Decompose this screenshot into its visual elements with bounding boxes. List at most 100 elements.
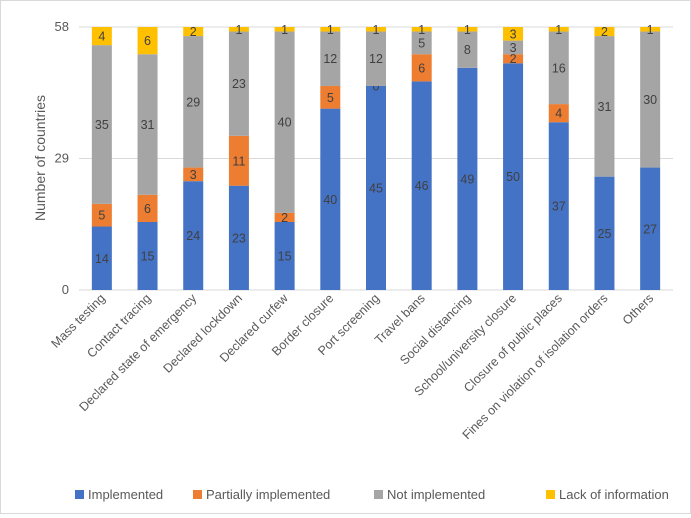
bar-segment xyxy=(640,27,661,32)
data-label: 12 xyxy=(323,52,337,66)
data-label: 50 xyxy=(506,170,520,184)
data-label: 45 xyxy=(369,181,383,195)
data-label: 23 xyxy=(232,231,246,245)
y-axis-ticks: 0 29 58 xyxy=(55,19,69,297)
legend: Implemented Partially implemented Not impl… xyxy=(75,487,669,502)
data-label: 30 xyxy=(643,93,657,107)
bar-segment xyxy=(320,108,341,290)
data-label: 6 xyxy=(144,34,151,48)
bar-segment xyxy=(228,27,249,32)
data-label: 40 xyxy=(278,116,292,130)
data-label: 49 xyxy=(460,172,474,186)
data-label: 15 xyxy=(278,249,292,263)
legend-label: Implemented xyxy=(88,487,163,502)
data-label: 5 xyxy=(98,209,105,223)
legend-item: Implemented xyxy=(75,487,163,502)
bar-segment xyxy=(274,221,295,290)
bar-segment xyxy=(594,27,615,37)
data-label: 12 xyxy=(369,52,383,66)
bar-segment xyxy=(91,226,112,290)
data-label: 2 xyxy=(281,211,288,225)
bar-segment xyxy=(594,36,615,177)
data-label: 5 xyxy=(418,36,425,50)
data-label: 3 xyxy=(510,41,517,55)
data-label: 2 xyxy=(190,25,197,39)
data-label: 11 xyxy=(232,154,245,168)
bar-segment xyxy=(137,27,158,55)
bar-segment xyxy=(183,167,204,182)
bar-segment xyxy=(320,31,341,86)
bar-segment xyxy=(91,203,112,227)
data-label: 2 xyxy=(601,25,608,39)
x-category-label: Declared lockdown xyxy=(160,291,245,376)
bar-segment xyxy=(411,81,432,291)
data-label: 25 xyxy=(598,227,612,241)
legend-swatch xyxy=(75,490,84,499)
bar-segment xyxy=(137,221,158,290)
bar-segment xyxy=(640,31,661,168)
legend-item: Lack of information xyxy=(546,487,669,502)
legend-swatch xyxy=(546,490,555,499)
bar-segment xyxy=(228,31,249,136)
data-label: 37 xyxy=(552,200,566,214)
y-tick-label: 0 xyxy=(62,282,69,297)
data-label: 1 xyxy=(327,23,334,37)
data-label: 23 xyxy=(232,77,246,91)
legend-label: Partially implemented xyxy=(206,487,330,502)
x-category-label: Others xyxy=(620,291,656,327)
data-label: 1 xyxy=(555,23,562,37)
data-label: 35 xyxy=(95,118,109,132)
data-label: 6 xyxy=(144,202,151,216)
bar-segment xyxy=(457,27,478,32)
bar-segment xyxy=(91,27,112,46)
bar-segment xyxy=(548,31,569,105)
bar-segment xyxy=(503,54,524,64)
bars: 1453541563162432922311231152401405121450… xyxy=(91,23,661,291)
bar-segment xyxy=(274,212,295,222)
data-label: 4 xyxy=(555,107,562,121)
data-label: 40 xyxy=(323,193,337,207)
data-label: 31 xyxy=(141,118,155,132)
bar-segment xyxy=(366,31,386,86)
bar-segment xyxy=(594,176,615,290)
data-label: 1 xyxy=(418,23,425,37)
data-label: 1 xyxy=(464,23,471,37)
data-label: 15 xyxy=(141,249,155,263)
bar-segment xyxy=(548,27,569,32)
y-axis-label: Number of countries xyxy=(32,95,48,221)
data-label: 24 xyxy=(186,229,200,243)
bar-segment xyxy=(457,67,478,290)
data-label: 4 xyxy=(98,30,105,44)
bar-segment xyxy=(503,63,524,290)
bar-segment xyxy=(548,122,569,290)
bar-segment xyxy=(137,54,158,195)
data-label: 27 xyxy=(643,222,657,236)
bar-segment xyxy=(411,31,432,55)
data-label: 1 xyxy=(647,23,654,37)
bar-segment xyxy=(137,194,158,222)
data-label: 8 xyxy=(464,43,471,57)
legend-label: Not implemented xyxy=(387,487,485,502)
data-label: 31 xyxy=(598,100,612,114)
data-label: 16 xyxy=(552,61,566,75)
data-label: 5 xyxy=(327,91,334,105)
bar-segment xyxy=(91,45,112,204)
bar-segment xyxy=(274,31,295,213)
bar-segment xyxy=(548,104,569,123)
y-tick-label: 29 xyxy=(55,151,69,166)
data-label: 46 xyxy=(415,179,429,193)
legend-item: Not implemented xyxy=(374,487,485,502)
bar-segment xyxy=(320,85,341,109)
data-label: 0 xyxy=(373,79,380,93)
bar-segment xyxy=(457,31,478,68)
bar-segment xyxy=(366,85,386,290)
bar-segment xyxy=(183,27,204,37)
bar-segment xyxy=(366,27,386,32)
data-label: 29 xyxy=(186,95,200,109)
data-label: 3 xyxy=(510,27,517,41)
bar-segment xyxy=(183,181,204,290)
data-label: 1 xyxy=(373,23,380,37)
